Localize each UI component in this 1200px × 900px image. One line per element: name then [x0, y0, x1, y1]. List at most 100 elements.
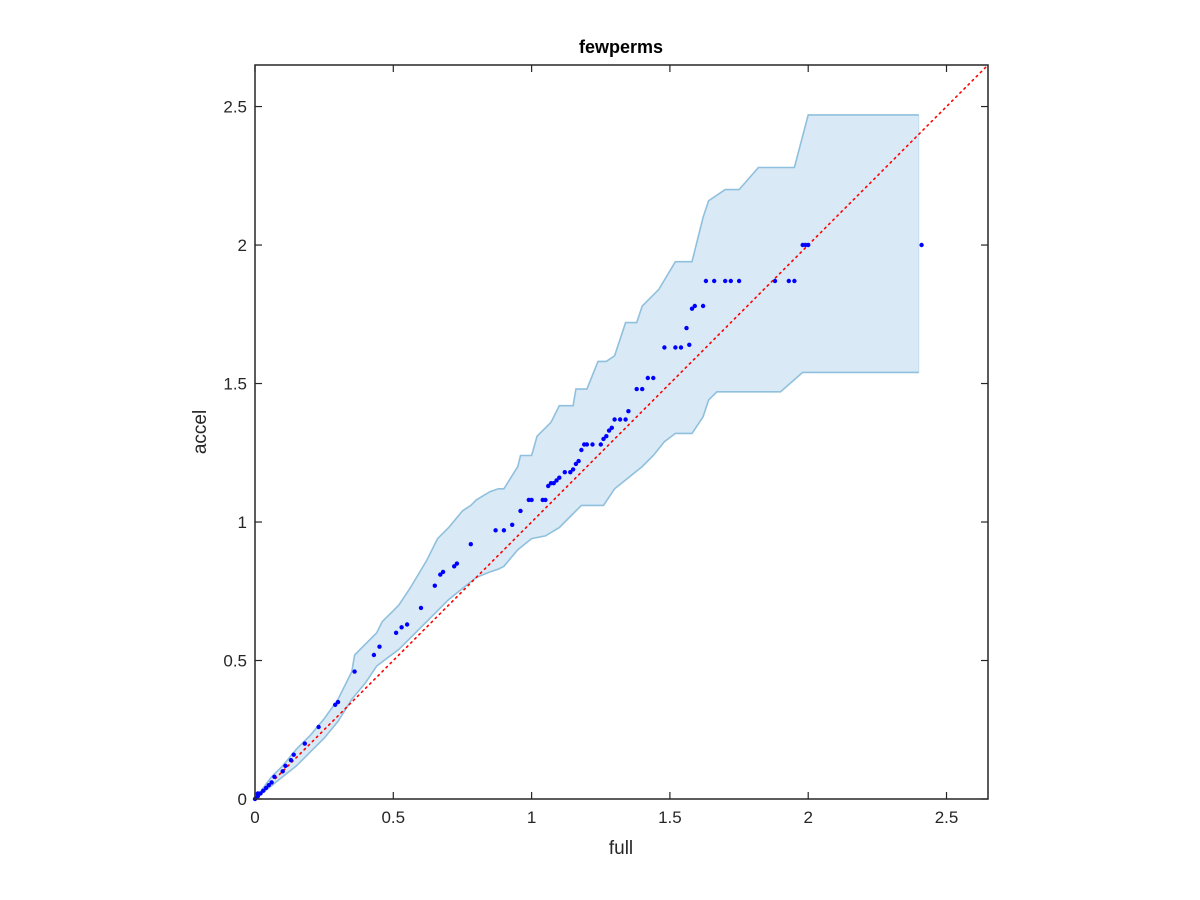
data-point — [609, 425, 614, 430]
data-point — [728, 278, 733, 284]
y-tick-label: 1.5 — [223, 375, 247, 394]
data-point — [772, 278, 778, 284]
data-point — [612, 417, 617, 422]
data-point — [651, 375, 656, 381]
data-point — [703, 278, 709, 284]
data-point — [678, 345, 684, 350]
data-point — [352, 669, 357, 674]
data-point — [269, 780, 274, 785]
x-axis-label: full — [609, 838, 633, 859]
data-point — [454, 561, 460, 566]
data-point — [562, 470, 567, 475]
data-point — [570, 467, 576, 472]
data-point — [919, 242, 924, 248]
data-point — [700, 303, 706, 309]
data-point — [377, 644, 382, 649]
data-point — [432, 583, 437, 588]
data-point — [371, 652, 377, 658]
data-point — [258, 791, 263, 796]
data-point — [645, 375, 650, 381]
data-point — [335, 699, 341, 705]
data-point — [551, 481, 556, 486]
data-point — [288, 758, 294, 763]
data-point — [272, 774, 277, 779]
data-point — [501, 528, 507, 533]
data-point — [452, 564, 457, 569]
data-point — [440, 569, 446, 575]
chart-title: fewperms — [579, 37, 663, 57]
data-point — [623, 417, 628, 422]
plot-area-frame — [254, 64, 989, 800]
data-point — [640, 386, 645, 392]
data-point — [543, 497, 548, 503]
data-point — [438, 572, 443, 577]
data-point — [283, 763, 288, 768]
x-tick-label: 2 — [803, 808, 812, 827]
y-tick-label: 2 — [238, 236, 247, 255]
data-point — [598, 442, 603, 447]
y-tick-label: 1 — [238, 513, 247, 532]
data-point — [712, 278, 717, 284]
y-axis-label: accel — [190, 410, 211, 454]
reference-line — [254, 64, 989, 800]
data-point — [261, 788, 266, 793]
reference-line-segment — [254, 64, 989, 800]
data-point — [529, 497, 534, 503]
x-tick-label: 0 — [250, 808, 259, 827]
band-fill — [255, 114, 919, 799]
data-point — [601, 436, 606, 442]
data-point — [736, 278, 742, 284]
data-point — [786, 278, 791, 284]
data-point — [316, 724, 321, 730]
data-point — [510, 522, 515, 527]
x-tick-label: 1 — [527, 808, 536, 827]
data-point — [579, 447, 584, 453]
y-tick-label: 2.5 — [223, 98, 247, 117]
data-point — [576, 458, 581, 464]
data-point — [393, 630, 399, 635]
data-point — [333, 702, 338, 707]
x-axis-ticks: 0 0.5 1 1.5 2 2.5 — [250, 65, 958, 827]
data-point — [557, 475, 562, 480]
data-point — [606, 428, 612, 433]
data-point — [684, 325, 689, 331]
data-point — [687, 342, 692, 347]
band-lower-edge — [254, 371, 919, 800]
x-tick-label: 2.5 — [935, 808, 959, 827]
data-point — [673, 345, 678, 350]
y-tick-label: 0.5 — [223, 652, 247, 671]
data-point — [806, 242, 811, 248]
data-point — [634, 386, 639, 392]
data-point — [399, 625, 404, 630]
data-point — [554, 478, 559, 483]
x-tick-label: 1.5 — [658, 808, 682, 827]
data-points — [252, 242, 924, 802]
data-point — [584, 442, 590, 447]
data-point — [723, 278, 728, 284]
data-point — [792, 278, 797, 284]
confidence-band — [254, 114, 920, 800]
data-point — [404, 622, 410, 627]
data-point — [604, 434, 609, 439]
y-axis-ticks: 0 0.5 1 1.5 2 2.5 — [223, 98, 988, 809]
data-point — [590, 442, 595, 447]
data-point — [418, 605, 424, 611]
data-point — [617, 417, 623, 422]
data-point — [280, 769, 285, 774]
band-upper-edge — [254, 114, 919, 800]
data-point — [689, 306, 695, 311]
data-point — [266, 783, 271, 788]
data-point — [662, 345, 667, 350]
data-point — [291, 752, 296, 757]
data-point — [568, 470, 573, 475]
data-point — [518, 508, 523, 514]
data-point — [626, 409, 631, 414]
data-point — [302, 741, 307, 746]
data-point — [546, 483, 551, 489]
x-tick-label: 0.5 — [381, 808, 405, 827]
data-point — [573, 461, 579, 467]
data-point — [468, 542, 473, 547]
y-tick-label: 0 — [238, 790, 247, 809]
data-point — [493, 528, 498, 533]
